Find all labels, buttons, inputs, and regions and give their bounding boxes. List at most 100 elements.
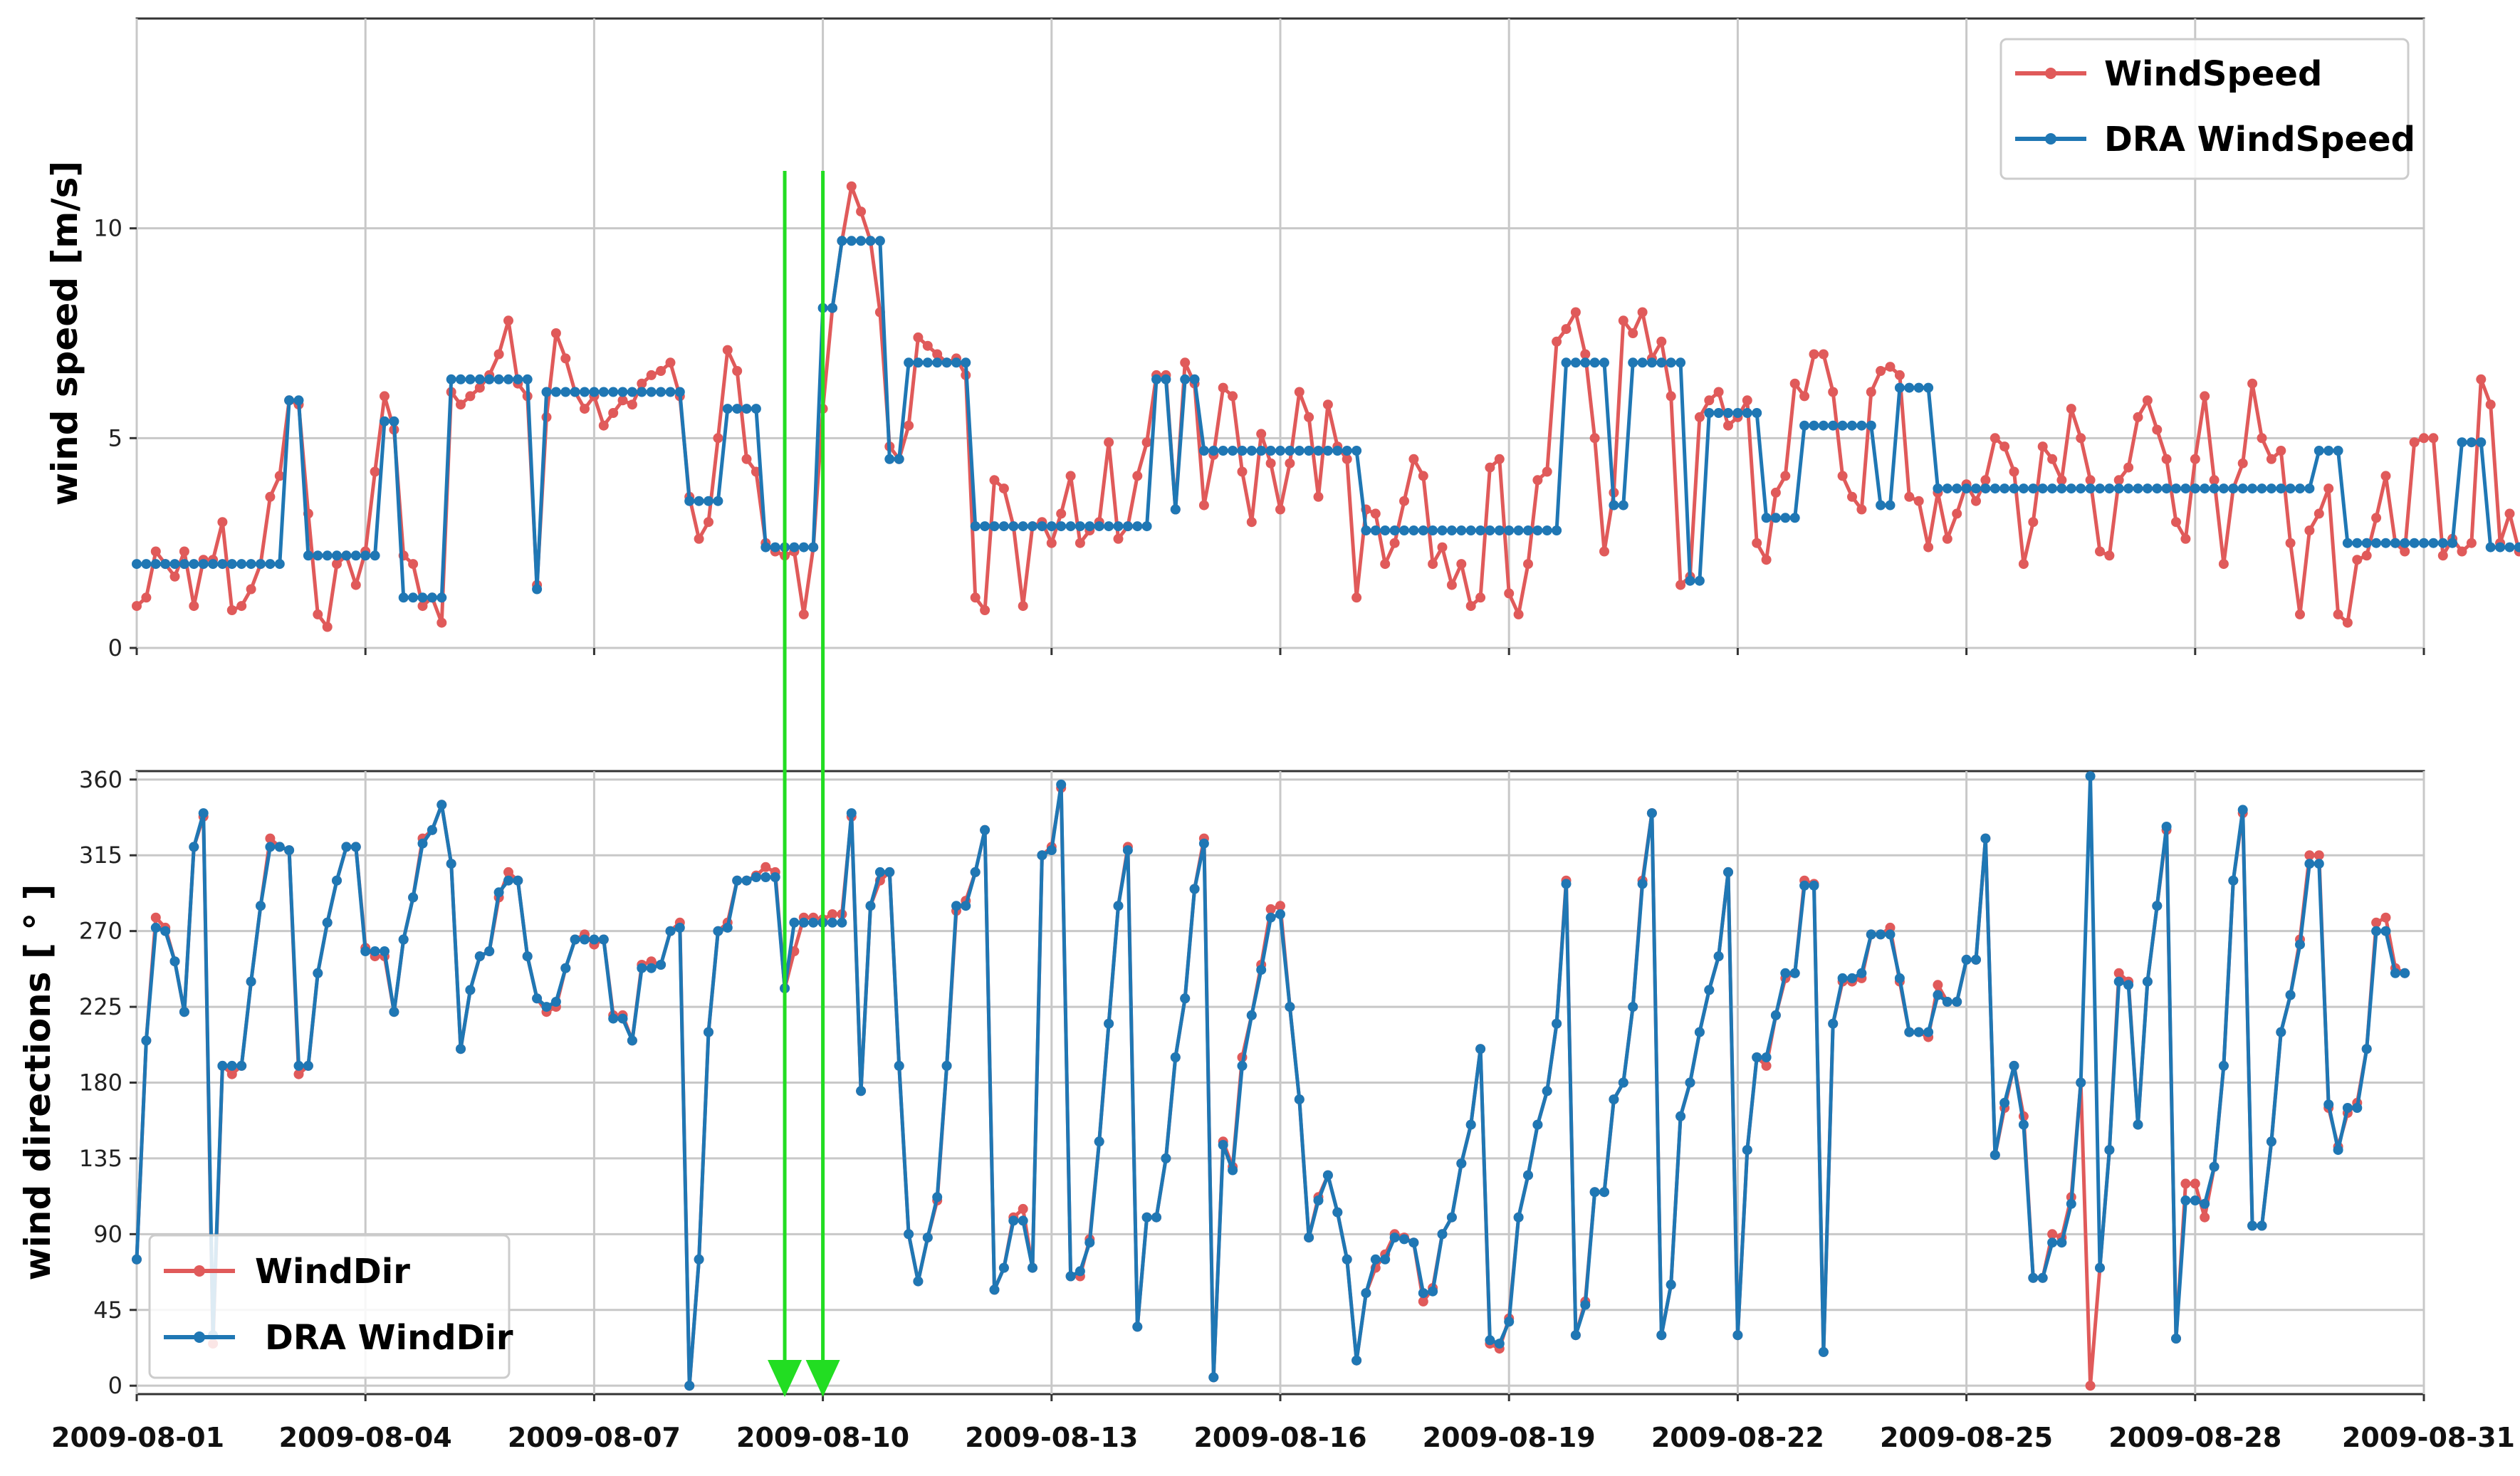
dra-winddir-point — [961, 901, 971, 911]
windspeed-point — [2047, 454, 2058, 464]
windspeed-point — [637, 378, 647, 389]
dra-windspeed-point — [1513, 525, 1524, 535]
dra-windspeed-point — [160, 559, 171, 570]
dra-winddir-point — [1418, 1288, 1428, 1299]
dra-winddir-point — [1180, 993, 1191, 1004]
dra-winddir-point — [2237, 805, 2248, 815]
winddir-point — [1418, 1296, 1428, 1307]
dra-windspeed-point — [179, 559, 189, 570]
dra-windspeed-point — [1399, 525, 1409, 535]
dra-winddir-point — [1237, 1060, 1248, 1071]
dra-winddir-point — [1580, 1299, 1591, 1310]
dra-winddir-point — [560, 963, 571, 973]
x-tick-label: 2009-08-16 — [1193, 1422, 1366, 1453]
dra-windspeed-point — [1656, 357, 1667, 368]
windspeed-point — [417, 601, 428, 612]
dra-winddir-point — [1256, 965, 1267, 975]
dra-windspeed-point — [2228, 483, 2239, 494]
windspeed-point — [1389, 538, 1400, 548]
dra-windspeed-point — [522, 374, 533, 384]
winddir-point — [2047, 1229, 2058, 1240]
dra-windspeed-point — [646, 387, 657, 397]
dra-winddir-point — [1084, 1237, 1095, 1248]
annotation-arrow-head — [768, 1360, 802, 1397]
dra-winddir-point — [1646, 808, 1657, 819]
windspeed-point — [1046, 538, 1057, 548]
dra-winddir-point — [1446, 1212, 1457, 1223]
winddir-point — [1933, 980, 1943, 990]
dra-winddir-point — [1075, 1266, 1085, 1277]
windspeed-point — [1399, 496, 1409, 506]
dra-windspeed-point — [846, 236, 857, 246]
dra-windspeed-point — [970, 521, 981, 532]
dra-winddir-point — [2257, 1220, 2267, 1231]
dra-windspeed-point — [1122, 521, 1133, 532]
windspeed-point — [1446, 580, 1457, 590]
windspeed-point — [2304, 525, 2315, 535]
dra-winddir-point — [150, 922, 161, 933]
dra-winddir-point — [580, 934, 590, 945]
dra-windspeed-point — [570, 387, 580, 397]
dra-windspeed-point — [427, 592, 437, 603]
dra-winddir-point — [1437, 1229, 1448, 1240]
dra-winddir-point — [1570, 1330, 1581, 1341]
dra-windspeed-point — [465, 374, 476, 384]
dra-winddir-point — [1246, 1010, 1257, 1020]
y-tick-label: 5 — [108, 424, 122, 451]
dra-winddir-point — [1637, 879, 1648, 889]
dra-winddir-point — [1952, 997, 1962, 1007]
dra-windspeed-point — [1065, 521, 1076, 532]
dra-windspeed-point — [2466, 437, 2477, 448]
dra-winddir-point — [1752, 1052, 1762, 1062]
dra-winddir-point — [770, 872, 780, 882]
windspeed-point — [236, 601, 247, 612]
dra-winddir-point — [1837, 973, 1848, 983]
winddir-point — [2304, 850, 2315, 861]
annotation-arrow-head — [805, 1360, 840, 1397]
dra-winddir-point — [1228, 1165, 1238, 1176]
dra-winddir-point — [1609, 1094, 1619, 1105]
dra-windspeed-point — [1523, 525, 1533, 535]
dra-windspeed-point — [2180, 483, 2191, 494]
windspeed-point — [1561, 324, 1572, 335]
dra-windspeed-point — [798, 542, 809, 553]
dra-winddir-point — [1980, 833, 1991, 844]
dra-winddir-point — [1408, 1237, 1419, 1248]
dra-windspeed-point — [1552, 525, 1562, 535]
dra-winddir-point — [874, 867, 885, 877]
dra-winddir-point — [1122, 845, 1133, 856]
dra-winddir-point — [350, 842, 361, 852]
dra-winddir-point — [1913, 1027, 1924, 1037]
windspeed-point — [2361, 550, 2372, 561]
dra-winddir-point — [627, 1035, 637, 1046]
windspeed-point — [1018, 601, 1028, 612]
dra-winddir-point — [789, 917, 800, 928]
windspeed-point — [265, 491, 276, 502]
dra-windspeed-point — [722, 404, 733, 414]
dra-winddir-point — [160, 926, 171, 936]
dra-winddir-point — [2152, 901, 2163, 911]
dra-windspeed-point — [2371, 538, 2382, 548]
dra-winddir-point — [2390, 968, 2400, 978]
dra-windspeed-point — [2400, 538, 2410, 548]
windspeed-point — [846, 181, 857, 192]
dra-winddir-point — [1352, 1355, 1362, 1366]
dra-winddir-point — [1056, 779, 1067, 790]
windspeed-point — [226, 605, 237, 615]
dra-windspeed-point — [2190, 483, 2200, 494]
windspeed-point — [2200, 391, 2210, 402]
dra-winddir-point — [904, 1229, 914, 1240]
dra-winddir-point — [550, 997, 561, 1007]
winddir-point — [2113, 968, 2124, 978]
dra-winddir-point — [274, 842, 285, 852]
windspeed-point — [1942, 533, 1952, 544]
dra-winddir-point — [1361, 1288, 1371, 1299]
windspeed-point — [922, 340, 933, 351]
dra-winddir-point — [2285, 990, 2296, 1000]
dra-windspeed-point — [2018, 483, 2029, 494]
dra-winddir-point — [2342, 1103, 2353, 1113]
dra-windspeed-point — [189, 559, 199, 570]
dra-windspeed-point — [1218, 446, 1228, 456]
dra-winddir-point — [1285, 1002, 1295, 1012]
dra-winddir-point — [532, 993, 543, 1004]
